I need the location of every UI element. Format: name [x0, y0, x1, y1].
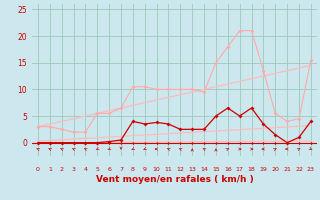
X-axis label: Vent moyen/en rafales ( km/h ): Vent moyen/en rafales ( km/h ) [96, 175, 253, 184]
